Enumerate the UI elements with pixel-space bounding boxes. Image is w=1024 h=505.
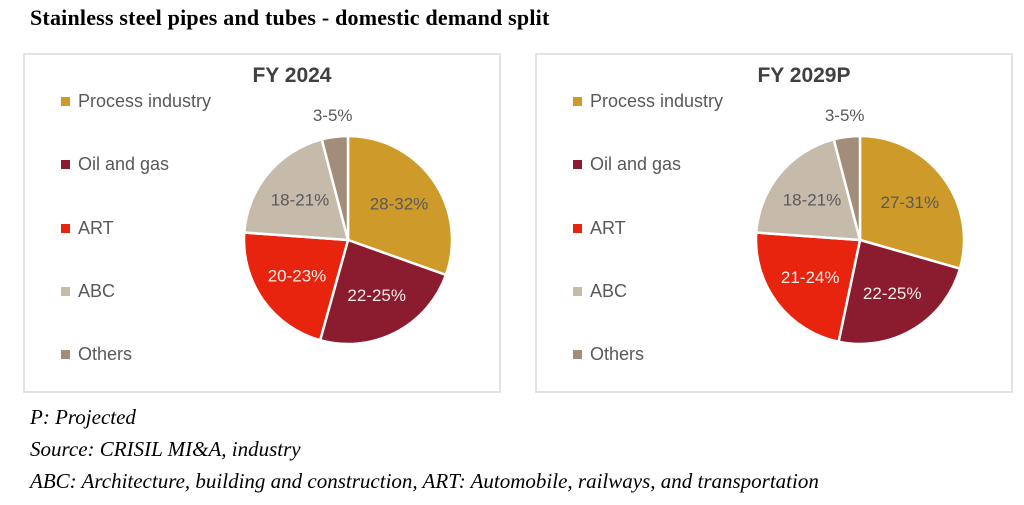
legend-marker-icon: [61, 286, 70, 296]
chart-panel-fy2024: FY 2024 Process industry Oil and gas ART AB…: [23, 53, 501, 393]
pie-slice-process-industry: [858, 134, 966, 270]
pie-slice-oil-and-gas: [318, 238, 448, 346]
legend-item-abc: ABC: [573, 281, 723, 302]
legend-label: Oil and gas: [590, 154, 682, 175]
legend-marker-icon: [573, 223, 582, 233]
slice-label-process-industry: 27-31%: [880, 193, 939, 212]
charts-row: FY 2024 Process industry Oil and gas ART AB…: [23, 53, 1013, 393]
legend-label: ABC: [590, 280, 628, 301]
slice-label-oil-and-gas: 22-25%: [347, 286, 406, 305]
slice-label-art: 21-24%: [781, 268, 840, 287]
pie-slice-others: [320, 134, 350, 242]
legend-marker-icon: [573, 350, 582, 359]
footnote-abbreviations: ABC: Architecture, building and construc…: [30, 469, 819, 493]
legend-label: Others: [78, 344, 133, 364]
legend-item-oil-and-gas: Oil and gas: [573, 154, 723, 175]
footnote-projected: P: Projected: [30, 405, 136, 429]
chart-legend: Process industry Oil and gas ART ABC Others: [61, 91, 211, 365]
footnote-source: Source: CRISIL MI&A, industry: [30, 437, 301, 461]
legend-item-others: Others: [61, 344, 211, 365]
chart-panel-fy2029p: FY 2029P Process industry Oil and gas ART A…: [535, 53, 1013, 393]
pie-chart-fy2024: 28-32% 22-25% 20-23% 18-21% 3-5%: [242, 106, 454, 346]
legend-marker-icon: [573, 160, 582, 170]
legend-marker-icon: [61, 223, 70, 233]
slice-label-abc: 18-21%: [783, 191, 842, 210]
slice-label-oil-and-gas: 22-25%: [863, 284, 922, 303]
legend-label: Others: [590, 344, 645, 364]
legend-label: ART: [78, 217, 114, 238]
legend-marker-icon: [573, 97, 582, 106]
legend-item-others: Others: [573, 344, 723, 365]
slice-label-art: 20-23%: [268, 266, 327, 285]
legend-marker-icon: [61, 160, 70, 170]
slice-label-process-industry: 28-32%: [370, 195, 429, 214]
slice-label-others: 3-5%: [825, 106, 865, 125]
chart-title-fy2029p: FY 2029P: [757, 64, 851, 87]
legend-marker-icon: [61, 350, 70, 359]
pie-slice-process-industry: [346, 134, 454, 277]
legend-marker-icon: [61, 97, 70, 106]
slice-label-others: 3-5%: [313, 106, 353, 125]
legend-label: Process industry: [590, 91, 724, 111]
pie-slice-abc: [243, 138, 350, 242]
pie-slice-art: [754, 231, 862, 344]
legend-item-abc: ABC: [61, 281, 211, 302]
footnotes: P: Projected Source: CRISIL MI&A, indust…: [30, 401, 819, 497]
chart-title-fy2024: FY 2024: [252, 64, 332, 87]
pie-slice-abc: [755, 138, 862, 242]
page-title: Stainless steel pipes and tubes - domest…: [30, 5, 550, 30]
legend-item-process-industry: Process industry: [61, 91, 211, 112]
pie-slice-art: [242, 231, 350, 342]
slice-label-abc: 18-21%: [271, 191, 330, 210]
pie-slice-others: [832, 134, 862, 242]
legend-label: Process industry: [78, 91, 212, 111]
legend-label: ABC: [78, 280, 116, 301]
legend-label: ART: [590, 217, 626, 238]
pie-chart-fy2029p: 27-31% 22-25% 21-24% 18-21% 3-5%: [754, 106, 966, 346]
pie-slice-oil-and-gas: [837, 238, 962, 346]
legend-item-art: ART: [61, 218, 211, 239]
legend-item-art: ART: [573, 218, 723, 239]
legend-marker-icon: [573, 286, 582, 296]
legend-label: Oil and gas: [78, 154, 170, 175]
legend-item-process-industry: Process industry: [573, 91, 723, 112]
legend-item-oil-and-gas: Oil and gas: [61, 154, 211, 175]
chart-legend: Process industry Oil and gas ART ABC Others: [573, 91, 723, 365]
